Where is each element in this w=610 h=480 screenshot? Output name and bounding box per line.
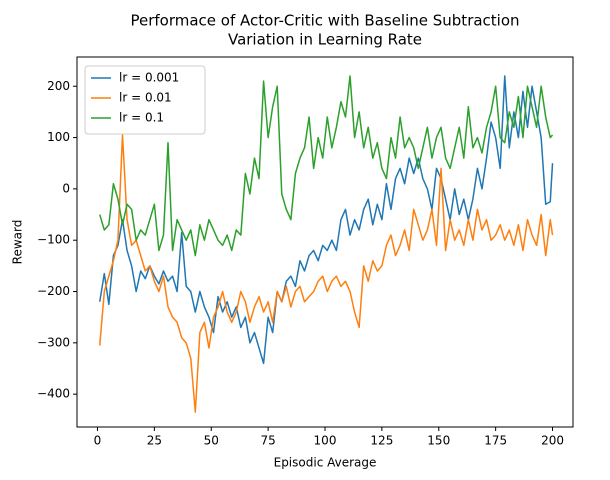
chart-title: Performace of Actor-Critic with Baseline…: [130, 12, 519, 30]
x-tick-label: 50: [204, 434, 219, 448]
x-tick-label: 75: [260, 434, 275, 448]
series-line: [99, 75, 554, 257]
y-tick-label: −300: [37, 335, 70, 349]
x-tick-label: 100: [314, 434, 337, 448]
y-tick-label: −400: [37, 387, 70, 401]
y-axis-label: Reward: [11, 220, 25, 265]
x-tick-label: 150: [427, 434, 450, 448]
y-tick-label: 0: [62, 181, 70, 195]
x-tick-label: 0: [94, 434, 102, 448]
legend-label: lr = 0.01: [119, 91, 172, 105]
x-tick-label: 25: [147, 434, 162, 448]
legend-label: lr = 0.001: [119, 71, 179, 85]
series-line: [99, 75, 554, 365]
plot-frame: [76, 56, 574, 428]
x-tick-label: 200: [541, 434, 564, 448]
x-axis-label: Episodic Average: [274, 456, 377, 470]
chart-title: Variation in Learning Rate: [228, 31, 422, 49]
y-tick-label: 200: [47, 79, 70, 93]
x-tick-label: 175: [484, 434, 507, 448]
y-tick-label: 100: [47, 130, 70, 144]
legend-box: [84, 65, 206, 135]
x-tick-label: 125: [370, 434, 393, 448]
series-line: [99, 134, 554, 413]
legend-label: lr = 0.1: [119, 111, 164, 125]
y-tick-label: −100: [37, 233, 70, 247]
y-tick-label: −200: [37, 284, 70, 298]
